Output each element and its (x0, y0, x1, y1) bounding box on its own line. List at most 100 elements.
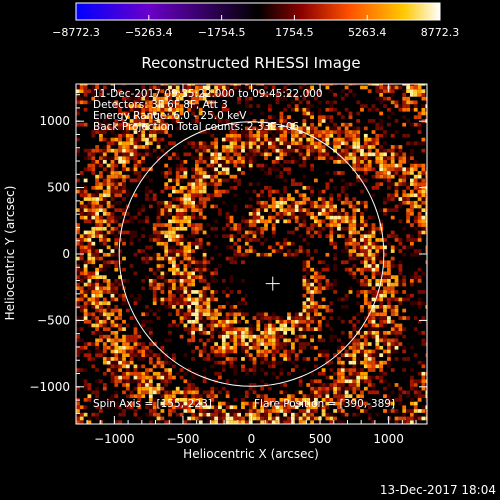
heatmap-cell (152, 353, 157, 357)
heatmap-cell (145, 383, 149, 387)
heatmap-cell (314, 301, 318, 305)
heatmap-cell (248, 338, 253, 343)
heatmap-cell (363, 163, 368, 168)
heatmap-cell (102, 137, 107, 142)
heatmap-cell (310, 85, 314, 90)
heatmap-cell (356, 204, 361, 209)
heatmap-cell (325, 234, 330, 238)
heatmap-cell (383, 260, 387, 265)
heatmap-cell (306, 234, 311, 238)
heatmap-cell (279, 316, 284, 320)
heatmap-cell (256, 226, 261, 231)
heatmap-cell (156, 252, 161, 257)
heatmap-cell (321, 137, 326, 142)
heatmap-cell (148, 409, 153, 413)
heatmap-cell (114, 260, 119, 265)
heatmap-cell (175, 371, 180, 376)
heatmap-cell (363, 208, 368, 212)
heatmap-cell (390, 230, 395, 235)
heatmap-cell (264, 238, 268, 242)
heatmap-cell (102, 167, 107, 172)
heatmap-cell (83, 308, 88, 313)
heatmap-cell (248, 412, 253, 417)
heatmap-cell (413, 85, 418, 90)
heatmap-cell (260, 398, 265, 402)
y-tick-label: 1000 (39, 114, 70, 128)
heatmap-cell (202, 279, 207, 283)
heatmap-cell (379, 260, 384, 265)
heatmap-cell (145, 312, 149, 317)
heatmap-cell (271, 360, 276, 365)
heatmap-cell (218, 163, 222, 168)
heatmap-cell (371, 327, 376, 331)
heatmap-cell (156, 260, 161, 265)
heatmap-cell (390, 167, 395, 172)
heatmap-cell (87, 100, 92, 105)
heatmap-cell (291, 200, 295, 205)
heatmap-cell (102, 197, 107, 201)
heatmap-cell (237, 84, 241, 86)
heatmap-cell (383, 312, 387, 317)
heatmap-cell (275, 219, 280, 224)
heatmap-cell (110, 368, 115, 372)
heatmap-cell (133, 252, 138, 257)
heatmap-cell (114, 357, 119, 361)
heatmap-cell (218, 312, 222, 317)
heatmap-cell (87, 420, 92, 424)
heatmap-cell (271, 126, 276, 131)
heatmap-cell (225, 401, 230, 406)
heatmap-cell (271, 312, 276, 317)
heatmap-cell (145, 327, 149, 331)
heatmap-cell (118, 275, 122, 279)
heatmap-cell (379, 312, 384, 317)
heatmap-cell (221, 107, 226, 112)
heatmap-cell (306, 115, 311, 119)
heatmap-cell (118, 316, 122, 320)
heatmap-cell (187, 338, 192, 343)
heatmap-cell (310, 204, 314, 209)
heatmap-cell (375, 267, 380, 272)
heatmap-cell (352, 368, 357, 372)
heatmap-cell (302, 163, 307, 168)
heatmap-cell (195, 115, 199, 119)
heatmap-cell (233, 84, 238, 86)
heatmap-cell (329, 282, 334, 287)
heatmap-cell (340, 401, 345, 406)
heatmap-cell (110, 345, 115, 350)
heatmap-cell (283, 141, 288, 146)
heatmap-cell (125, 115, 130, 119)
heatmap-cell (145, 345, 149, 350)
heatmap-cell (191, 200, 195, 205)
heatmap-cell (141, 364, 146, 369)
heatmap-cell (360, 234, 364, 238)
heatmap-cell (310, 379, 314, 384)
heatmap-cell (202, 409, 207, 413)
heatmap-cell (225, 342, 230, 346)
heatmap-cell (106, 223, 111, 227)
heatmap-cell (237, 338, 241, 343)
heatmap-cell (110, 178, 115, 183)
x-tick-label: −1000 (94, 432, 135, 446)
heatmap-cell (302, 174, 307, 179)
heatmap-cell (417, 174, 422, 179)
heatmap-cell (168, 186, 172, 190)
heatmap-cell (421, 193, 426, 198)
heatmap-cell (271, 371, 276, 376)
colorbar-ticks: −8772.3 −5263.4 −1754.5 1754.5 5263.4 8772.3 (52, 15, 459, 39)
heatmap-cell (333, 256, 337, 261)
heatmap-cell (229, 126, 234, 131)
heatmap-cell (187, 93, 192, 97)
heatmap-cell (383, 249, 387, 253)
heatmap-cell (214, 115, 218, 119)
heatmap-cell (302, 197, 307, 201)
heatmap-cell (122, 256, 126, 261)
heatmap-cell (279, 137, 284, 142)
heatmap-cell (179, 197, 184, 201)
heatmap-cell (99, 301, 103, 305)
heatmap-cell (310, 409, 314, 413)
heatmap-cell (244, 84, 249, 86)
heatmap-cell (252, 141, 257, 146)
heatmap-cell (79, 234, 84, 238)
heatmap-cell (125, 89, 130, 93)
heatmap-cell (164, 204, 169, 209)
